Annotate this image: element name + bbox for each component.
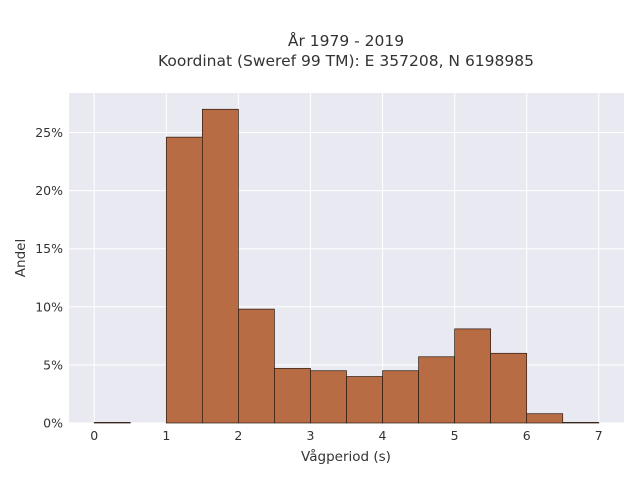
histogram-bar: [526, 413, 564, 424]
histogram-bar: [93, 422, 131, 424]
y-tick-label: 20%: [35, 183, 63, 198]
x-tick-label: 7: [595, 428, 603, 443]
plot-area: [69, 93, 624, 423]
y-tick-label: 15%: [35, 241, 63, 256]
histogram-bar: [274, 368, 311, 424]
chart-title-line1: År 1979 - 2019: [288, 31, 404, 50]
histogram-bar: [201, 108, 239, 424]
histogram-bar: [310, 370, 347, 424]
x-tick-label: 1: [162, 428, 170, 443]
y-axis-title: Andel: [13, 239, 29, 277]
y-tick-label: 5%: [43, 357, 63, 372]
histogram-bar: [382, 370, 419, 424]
histogram-bar: [238, 308, 275, 424]
x-tick-label: 5: [451, 428, 459, 443]
y-tick-label: 25%: [35, 125, 63, 140]
chart-title-line2: Koordinat (Sweref 99 TM): E 357208, N 61…: [158, 52, 534, 70]
x-tick-label: 6: [523, 428, 531, 443]
y-tick-label: 0%: [43, 416, 63, 431]
y-axis-ticks: 0% 5% 10% 15% 20% 25%: [35, 125, 63, 430]
bars: [93, 108, 600, 424]
x-tick-label: 2: [234, 428, 242, 443]
x-tick-label: 3: [306, 428, 314, 443]
histogram-bar: [165, 136, 203, 424]
histogram-bar: [346, 376, 383, 424]
histogram-bar: [418, 356, 455, 424]
y-tick-label: 10%: [35, 299, 63, 314]
x-axis-ticks: 0 1 2 3 4 5 6 7: [90, 428, 602, 443]
x-axis-title: Vågperiod (s): [301, 448, 391, 465]
x-tick-label: 4: [379, 428, 387, 443]
histogram-bar: [454, 328, 492, 424]
histogram-bar: [562, 422, 600, 424]
histogram-bar: [490, 352, 528, 424]
x-tick-label: 0: [90, 428, 98, 443]
